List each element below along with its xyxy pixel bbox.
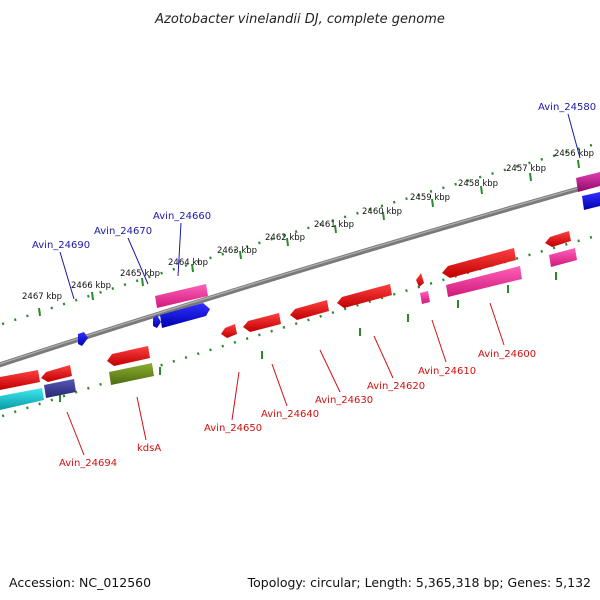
cds-red-left-edge[interactable] (0, 370, 40, 390)
cds-avin-24620[interactable] (337, 284, 392, 308)
cds-pink-right[interactable] (549, 248, 577, 267)
gene-label-avin-24580[interactable]: Avin_24580 (538, 102, 596, 113)
gene-label-kdsa[interactable]: kdsA (137, 443, 161, 454)
inner-tick-ring (0, 233, 600, 419)
cds-avin-24640[interactable] (243, 313, 281, 332)
genome-backbone (0, 180, 600, 368)
gene-label-avin-24690[interactable]: Avin_24690 (32, 240, 90, 251)
cds-avin-24610-red[interactable] (416, 273, 424, 287)
kbp-label-2463: 2463 kbp (217, 246, 257, 256)
gene-label-avin-24670[interactable]: Avin_24670 (94, 226, 152, 237)
topology-text: Topology: circular; Length: 5,365,318 bp… (247, 575, 591, 590)
kbp-labels: 2467 kbp 2466 kbp 2465 kbp 2464 kbp 2463… (22, 149, 594, 302)
gene-label-avin-24630[interactable]: Avin_24630 (315, 395, 373, 406)
kbp-label-2460: 2460 kbp (362, 207, 402, 217)
cds-avin-24610[interactable] (420, 291, 430, 304)
gene-label-avin-24620[interactable]: Avin_24620 (367, 381, 425, 392)
kbp-label-2457: 2457 kbp (506, 164, 546, 174)
accession-text: Accession: NC_012560 (9, 575, 151, 590)
forward-leaders (59, 113, 581, 300)
kbp-label-2467: 2467 kbp (22, 292, 62, 302)
kbp-label-2456: 2456 kbp (554, 149, 594, 159)
forward-gene-labels: Avin_24690 Avin_24670 Avin_24660 Avin_24… (32, 102, 596, 251)
kbp-label-2465: 2465 kbp (120, 269, 160, 279)
map-title: Azotobacter vinelandii DJ, complete geno… (154, 12, 445, 27)
cds-avin-24660[interactable] (160, 303, 210, 328)
cds-avin-24600[interactable] (446, 266, 522, 297)
reverse-strand-features (0, 231, 577, 410)
outer-major-ticks (38, 159, 580, 317)
cds-avin-24600-red[interactable] (442, 248, 516, 278)
reverse-gene-labels: Avin_24694 kdsA Avin_24650 Avin_24640 Av… (59, 349, 536, 469)
kbp-label-2462: 2462 kbp (265, 233, 305, 243)
cds-red-kdsa-upper[interactable] (107, 346, 150, 366)
cds-avin-24580[interactable] (576, 172, 600, 192)
cds-avin-24650[interactable] (221, 324, 237, 338)
cds-pink-forward-1[interactable] (155, 284, 208, 308)
outer-tick-ring (0, 141, 600, 327)
cds-blue-forward-right[interactable] (582, 192, 600, 210)
cds-red-right[interactable] (545, 231, 571, 247)
gene-label-avin-24640[interactable]: Avin_24640 (261, 409, 319, 420)
gene-label-avin-24650[interactable]: Avin_24650 (204, 423, 262, 434)
gene-label-avin-24694[interactable]: Avin_24694 (59, 458, 117, 469)
inner-major-ticks (59, 272, 557, 402)
cds-avin-24694-red[interactable] (41, 365, 72, 382)
cds-avin-24630[interactable] (290, 300, 329, 320)
cds-avin-24694[interactable] (44, 379, 76, 398)
kbp-label-2458: 2458 kbp (458, 179, 498, 189)
cds-kdsa[interactable] (109, 363, 154, 385)
cds-avin-24690[interactable] (78, 332, 88, 346)
gene-label-avin-24660[interactable]: Avin_24660 (153, 211, 211, 222)
forward-strand-features (78, 172, 600, 346)
cds-avin-24670[interactable] (153, 315, 161, 328)
kbp-label-2461: 2461 kbp (314, 220, 354, 230)
gene-label-avin-24610[interactable]: Avin_24610 (418, 366, 476, 377)
reverse-leaders (66, 302, 505, 456)
kbp-label-2459: 2459 kbp (410, 193, 450, 203)
genome-backbone-highlight (0, 181, 600, 365)
kbp-label-2466: 2466 kbp (71, 281, 111, 291)
cds-cyan-left-edge[interactable] (0, 388, 44, 410)
gene-label-avin-24600[interactable]: Avin_24600 (478, 349, 536, 360)
kbp-label-2464: 2464 kbp (168, 258, 208, 268)
